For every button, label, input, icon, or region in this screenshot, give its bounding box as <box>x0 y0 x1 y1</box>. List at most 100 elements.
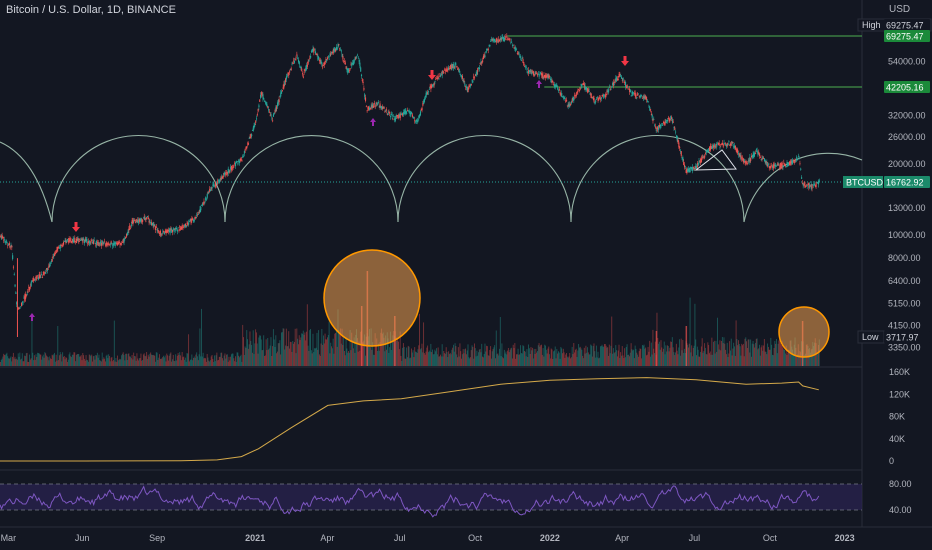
candle-body <box>598 98 600 100</box>
candle-body <box>339 49 342 51</box>
candle-body <box>583 83 585 85</box>
volume-bar <box>79 356 81 366</box>
candle-body <box>518 52 520 55</box>
volume-bar <box>448 351 450 366</box>
volume-bar <box>147 354 149 366</box>
volume-bar <box>578 347 580 366</box>
candle-body <box>768 167 770 169</box>
candle-body <box>50 262 52 264</box>
volume-bar <box>651 354 653 366</box>
candle-body <box>259 99 261 102</box>
volume-bar <box>476 350 478 366</box>
volume-bar <box>586 352 588 366</box>
candle-body <box>724 143 726 145</box>
cycle-arc <box>224 134 399 223</box>
candle-body <box>49 264 51 266</box>
volume-bar <box>243 354 245 366</box>
volume-bar <box>570 358 572 366</box>
volume-bar <box>102 359 104 366</box>
candle-body <box>302 76 304 78</box>
candle-body <box>773 164 775 169</box>
candle-body <box>745 161 747 164</box>
candle-body <box>815 182 817 187</box>
candle-body <box>608 86 610 88</box>
candle-body <box>24 295 26 301</box>
candle-body <box>79 239 82 241</box>
candle-body <box>139 218 141 220</box>
candle-body <box>41 276 44 278</box>
volume-bar <box>693 345 695 366</box>
candle-body <box>809 185 811 187</box>
candle-body <box>87 243 89 245</box>
candle-body <box>201 203 203 206</box>
candle-body <box>549 78 552 80</box>
volume-bar <box>594 351 596 366</box>
candle-body <box>96 240 98 246</box>
candle-body <box>164 231 166 233</box>
candle-body <box>117 242 119 246</box>
candle-body <box>360 74 363 77</box>
candle-body <box>818 180 820 182</box>
volume-bar <box>745 337 747 366</box>
volume-bar <box>121 355 123 366</box>
candle-body <box>73 240 75 243</box>
volume-bar <box>406 347 408 366</box>
volume-bar <box>649 340 651 366</box>
volume-bar <box>487 355 489 366</box>
candle-body <box>529 70 531 73</box>
candle-body <box>687 170 689 172</box>
candle-body <box>695 165 697 168</box>
candle-body <box>323 65 325 66</box>
volume-bar <box>405 358 407 366</box>
candle-body <box>291 63 293 65</box>
volume-bar <box>125 353 127 366</box>
candle-body <box>623 81 625 83</box>
candle-body <box>691 168 693 170</box>
volume-bar <box>602 346 604 366</box>
candle-body <box>386 114 388 115</box>
candle-body <box>400 113 402 115</box>
volume-bar <box>279 340 281 366</box>
volume-bar <box>313 352 315 366</box>
candle-body <box>614 79 616 84</box>
volume-bar <box>104 361 106 366</box>
candle-body <box>14 284 16 287</box>
volume-bar <box>439 356 441 366</box>
candle-body <box>300 66 302 69</box>
candle-body <box>708 146 711 152</box>
volume-bar <box>696 355 697 366</box>
obv-tick-label: 80K <box>889 412 905 422</box>
volume-bar <box>438 356 440 366</box>
sell-arrow-icon <box>428 70 436 80</box>
volume-bar <box>486 345 488 366</box>
candle-body <box>775 165 777 168</box>
candle-body <box>43 273 45 275</box>
candle-body <box>652 119 654 121</box>
volume-bar <box>229 360 231 366</box>
candle-body <box>591 97 594 99</box>
volume-bar <box>378 350 380 366</box>
volume-bar <box>63 355 65 366</box>
volume-bar <box>333 353 335 366</box>
volume-bar <box>62 356 64 366</box>
volume-bar <box>625 346 627 366</box>
volume-bar <box>808 349 810 366</box>
candle-body <box>188 221 191 222</box>
candle-body <box>221 176 223 178</box>
candle-body <box>146 215 149 218</box>
volume-bar <box>484 343 486 366</box>
candle-body <box>445 68 447 72</box>
candle-body <box>294 58 296 60</box>
volume-bar <box>495 330 497 366</box>
candle-body <box>295 57 297 59</box>
volume-bar <box>568 356 570 366</box>
volume-bar <box>210 356 212 366</box>
candle-body <box>776 165 778 167</box>
candle-body <box>364 94 366 97</box>
volume-bar <box>218 356 220 366</box>
candle-body <box>27 289 29 293</box>
candle-body <box>383 106 385 109</box>
candle-body <box>609 88 611 90</box>
candle-body <box>580 83 582 86</box>
